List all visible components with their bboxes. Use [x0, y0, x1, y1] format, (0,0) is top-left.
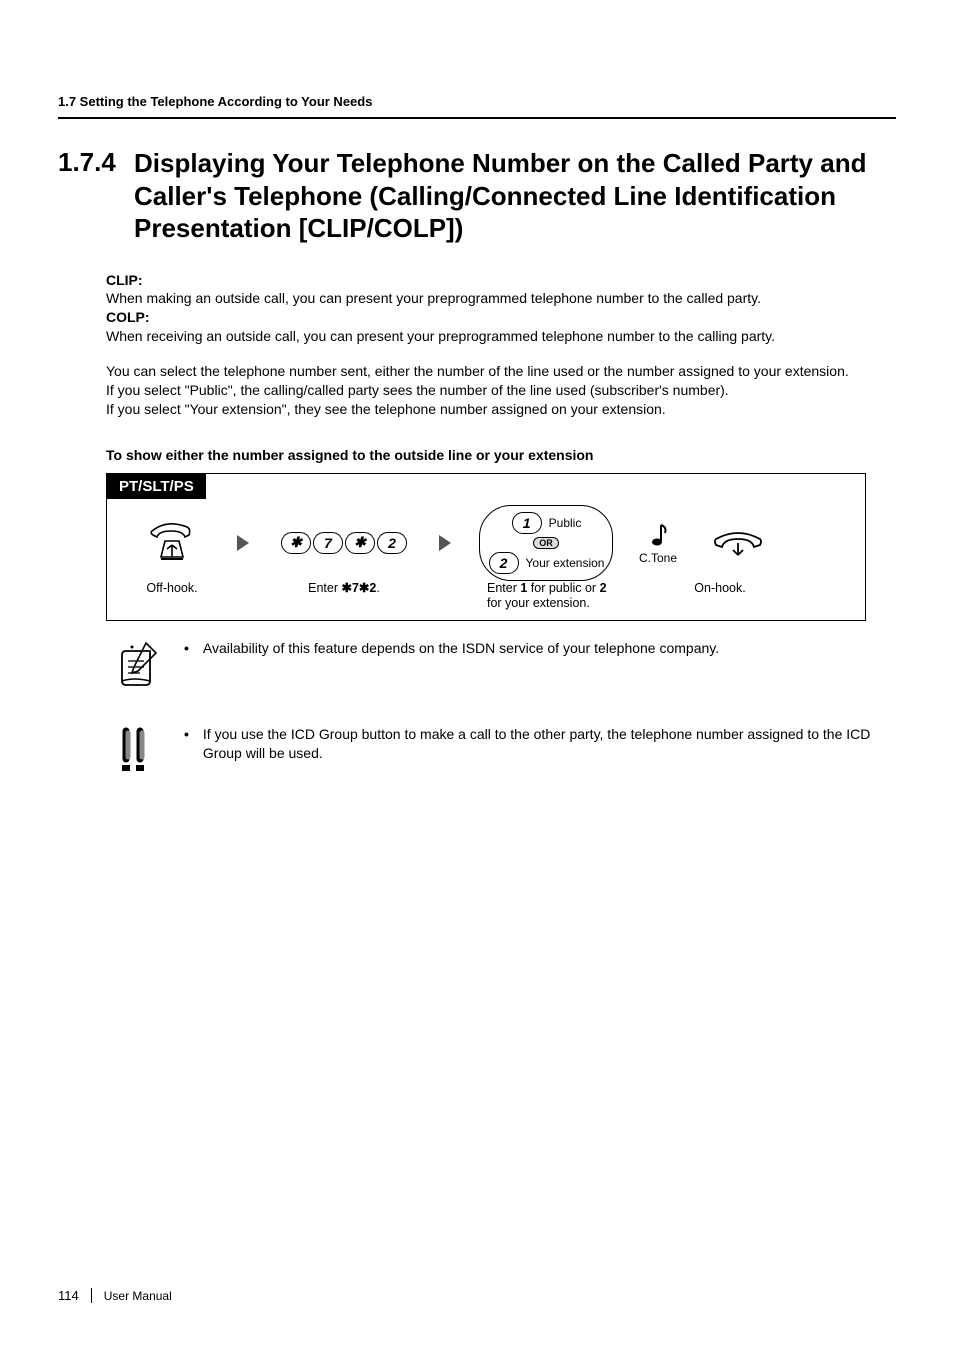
music-note-icon	[645, 521, 671, 549]
header-rule	[58, 117, 896, 119]
key-2: 2	[377, 532, 407, 554]
option-ext-label: Your extension	[526, 556, 605, 570]
option-bubble: 1 Public OR 2 Your extension	[479, 505, 614, 581]
key-option-1: 1	[512, 512, 542, 534]
key-7: 7	[313, 532, 343, 554]
caption-offhook: Off-hook.	[117, 581, 227, 612]
section-title: Displaying Your Telephone Number on the …	[134, 147, 896, 245]
procedure-tab: PT/SLT/PS	[107, 474, 206, 499]
key-option-2: 2	[489, 552, 519, 574]
procedure-body: ✱ 7 ✱ 2 1 Public	[107, 499, 865, 620]
clip-text: When making an outside call, you can pre…	[106, 289, 896, 308]
key-star: ✱	[281, 532, 311, 554]
arrow-icon	[237, 535, 249, 551]
page: 1.7 Setting the Telephone According to Y…	[0, 0, 954, 813]
colp-text: When receiving an outside call, you can …	[106, 327, 896, 346]
option-public-label: Public	[549, 516, 582, 530]
procedure-box: PT/SLT/PS	[106, 473, 866, 621]
key-sequence: ✱ 7 ✱ 2	[280, 511, 408, 575]
ctone-label: C.Tone	[639, 551, 677, 565]
bullet-dot: •	[184, 639, 189, 658]
page-number: 114	[58, 1288, 92, 1303]
notepad-icon	[116, 639, 164, 691]
running-header: 1.7 Setting the Telephone According to Y…	[58, 94, 896, 109]
colp-label: COLP:	[106, 309, 150, 325]
page-footer: 114 User Manual	[58, 1288, 172, 1303]
offhook-icon	[147, 511, 197, 575]
caption-enter-option: Enter 1 for public or 2 for your extensi…	[461, 581, 631, 612]
bullet-dot: •	[184, 725, 189, 763]
note-row: • If you use the ICD Group button to make…	[116, 725, 896, 773]
note-row: • Availability of this feature depends on…	[116, 639, 896, 691]
note-1-text: Availability of this feature depends on …	[203, 639, 719, 658]
ctone-step: C.Tone	[639, 521, 677, 565]
caption-onhook: On-hook.	[675, 581, 765, 612]
or-pill: OR	[533, 537, 559, 549]
onhook-icon	[710, 511, 766, 575]
procedure-subheading: To show either the number assigned to th…	[106, 447, 896, 463]
key-star-2: ✱	[345, 532, 375, 554]
clip-label: CLIP:	[106, 272, 143, 288]
note-2-text: If you use the ICD Group button to make …	[203, 725, 896, 763]
section-heading: 1.7.4 Displaying Your Telephone Number o…	[58, 147, 896, 245]
section-number: 1.7.4	[58, 147, 134, 178]
intro-body: CLIP: When making an outside call, you c…	[106, 271, 896, 419]
arrow-icon	[439, 535, 451, 551]
doc-title: User Manual	[104, 1289, 172, 1303]
important-icon	[116, 725, 164, 773]
para-public: If you select "Public", the calling/call…	[106, 381, 896, 400]
caption-enter-code: Enter ✱7✱2.	[259, 581, 429, 612]
para-select: You can select the telephone number sent…	[106, 362, 896, 381]
para-ext: If you select "Your extension", they see…	[106, 400, 896, 419]
